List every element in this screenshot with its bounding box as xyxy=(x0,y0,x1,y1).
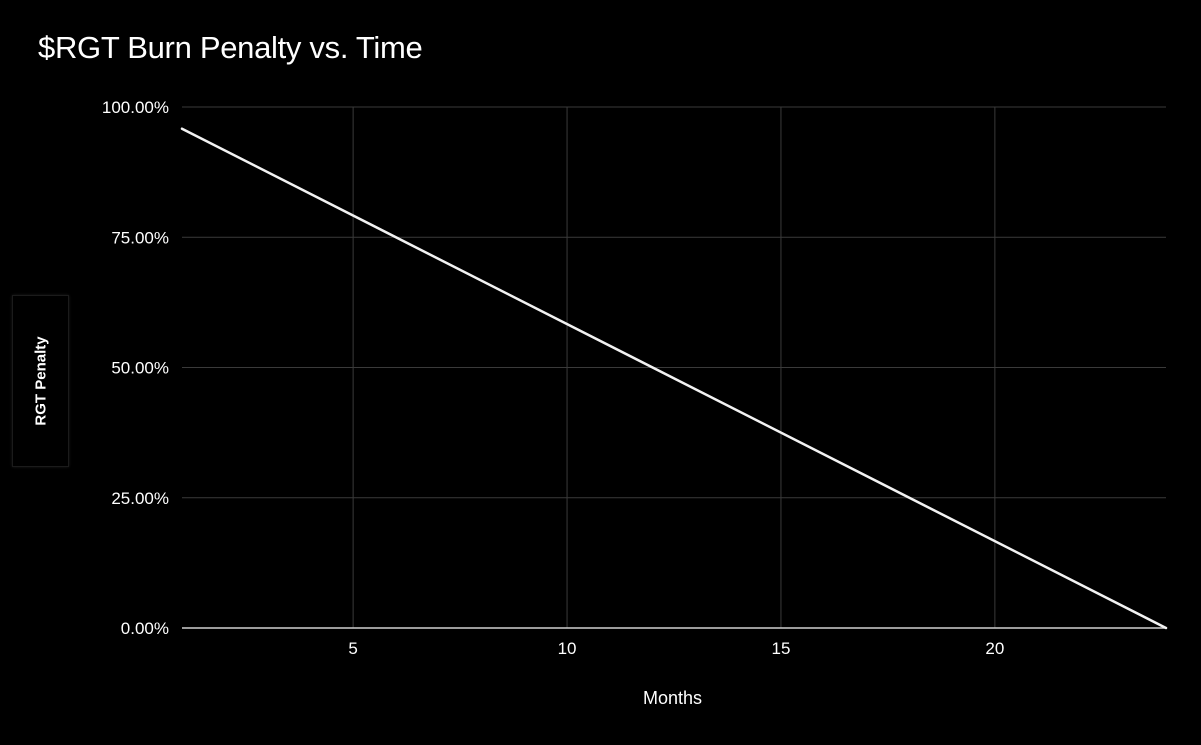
chart-title: $RGT Burn Penalty vs. Time xyxy=(38,30,423,65)
y-tick-label: 100.00% xyxy=(102,98,169,117)
y-tick-label: 50.00% xyxy=(111,359,169,378)
y-tick-label: 75.00% xyxy=(111,228,169,247)
x-tick-label: 5 xyxy=(348,639,357,658)
y-tick-label: 0.00% xyxy=(121,619,169,638)
y-tick-label: 25.00% xyxy=(111,489,169,508)
y-axis-label-box: RGT Penalty xyxy=(12,295,69,467)
y-axis-label: RGT Penalty xyxy=(32,336,49,426)
series-line xyxy=(180,127,1168,630)
x-tick-label: 20 xyxy=(985,639,1004,658)
x-tick-label: 10 xyxy=(558,639,577,658)
x-tick-label: 15 xyxy=(771,639,790,658)
x-axis-label: Months xyxy=(642,688,703,708)
